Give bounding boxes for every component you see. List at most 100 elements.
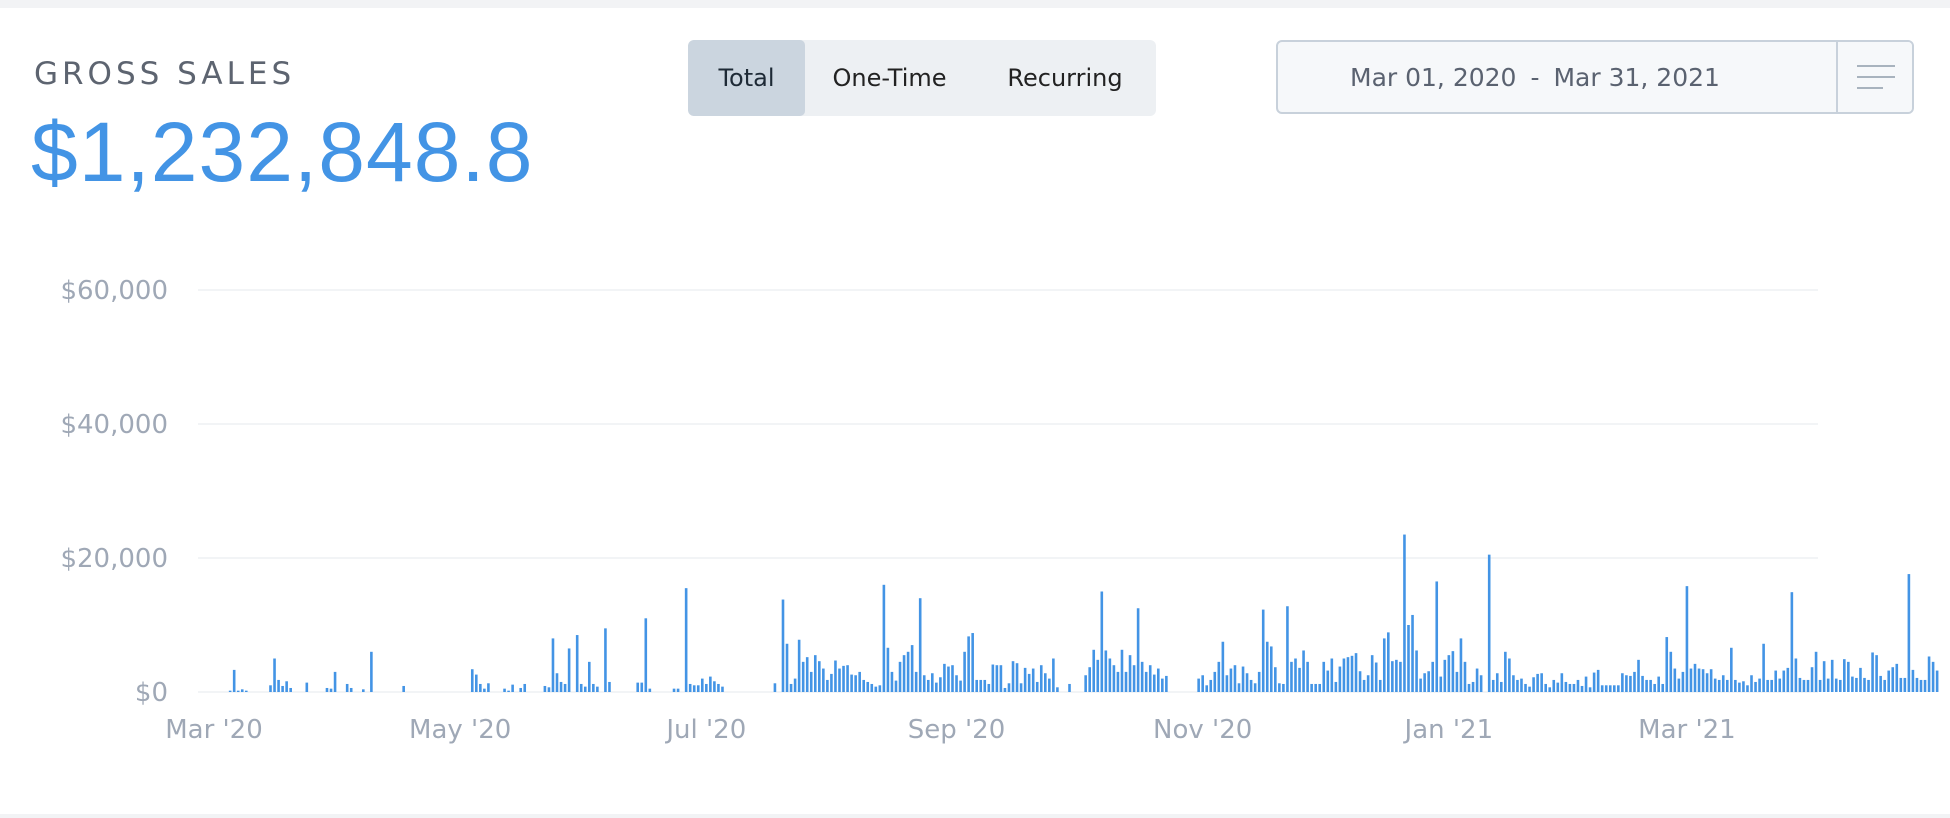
chart-bar[interactable]: [1612, 685, 1616, 692]
chart-bar[interactable]: [547, 687, 551, 692]
chart-bar[interactable]: [1548, 687, 1552, 692]
chart-bar[interactable]: [696, 685, 700, 692]
chart-bar[interactable]: [1245, 673, 1249, 692]
chart-bar[interactable]: [692, 685, 696, 692]
chart-bar[interactable]: [1935, 670, 1939, 692]
chart-bar[interactable]: [1520, 678, 1523, 692]
chart-bar[interactable]: [713, 681, 716, 692]
chart-bar[interactable]: [1156, 668, 1160, 692]
chart-bar[interactable]: [1689, 668, 1693, 692]
chart-bar[interactable]: [1693, 663, 1697, 692]
chart-bar[interactable]: [1903, 677, 1907, 692]
chart-bar[interactable]: [939, 677, 942, 692]
chart-bar[interactable]: [1855, 677, 1858, 692]
chart-bar[interactable]: [931, 673, 934, 692]
chart-bar[interactable]: [333, 671, 337, 692]
chart-bar[interactable]: [1778, 678, 1782, 692]
chart-bar[interactable]: [1883, 679, 1886, 692]
chart-bar[interactable]: [244, 690, 248, 692]
chart-bar[interactable]: [1673, 668, 1677, 692]
chart-bar[interactable]: [1919, 679, 1923, 692]
chart-bar[interactable]: [822, 668, 825, 692]
chart-bar[interactable]: [1584, 676, 1588, 692]
chart-bar[interactable]: [1701, 669, 1705, 692]
chart-bar[interactable]: [1298, 667, 1301, 692]
chart-bar[interactable]: [1346, 657, 1350, 692]
chart-bar[interactable]: [487, 683, 490, 692]
chart-bar[interactable]: [1863, 677, 1866, 692]
chart-bar[interactable]: [1019, 683, 1023, 692]
chart-bar[interactable]: [1435, 581, 1439, 692]
chart-bar[interactable]: [1516, 679, 1519, 692]
chart-bar[interactable]: [583, 686, 587, 692]
chart-bar[interactable]: [1044, 673, 1047, 692]
chart-bar[interactable]: [838, 668, 841, 692]
chart-bar[interactable]: [809, 671, 813, 692]
chart-bar[interactable]: [1766, 679, 1769, 692]
chart-bar[interactable]: [1851, 676, 1854, 692]
chart-bar[interactable]: [854, 675, 857, 692]
chart-bar[interactable]: [1358, 671, 1362, 692]
chart-bar[interactable]: [269, 685, 272, 692]
chart-bar[interactable]: [773, 683, 777, 692]
chart-bar[interactable]: [1100, 591, 1104, 693]
chart-bar[interactable]: [1366, 675, 1370, 692]
chart-bar[interactable]: [1116, 671, 1120, 692]
chart-bar[interactable]: [575, 635, 579, 692]
chart-bar[interactable]: [1790, 592, 1794, 692]
chart-bar[interactable]: [1508, 658, 1511, 693]
chart-bar[interactable]: [232, 669, 236, 692]
chart-bar[interactable]: [1011, 661, 1015, 692]
chart-bar[interactable]: [1786, 667, 1790, 692]
chart-bar[interactable]: [1286, 606, 1289, 692]
chart-bar[interactable]: [1261, 609, 1265, 692]
chart-bar[interactable]: [551, 638, 555, 692]
chart-bar[interactable]: [955, 675, 958, 692]
chart-bar[interactable]: [1056, 687, 1059, 692]
chart-bar[interactable]: [1705, 673, 1709, 692]
chart-bar[interactable]: [963, 651, 966, 692]
chart-bar[interactable]: [587, 661, 591, 692]
chart-bar[interactable]: [1734, 679, 1737, 692]
chart-bar[interactable]: [1536, 673, 1539, 692]
chart-bar[interactable]: [709, 676, 712, 692]
chart-bar[interactable]: [1826, 678, 1830, 692]
chart-bar[interactable]: [979, 679, 983, 692]
chart-bar[interactable]: [402, 685, 405, 692]
chart-bar[interactable]: [672, 688, 676, 692]
chart-bar[interactable]: [1120, 649, 1124, 692]
chart-bar[interactable]: [959, 680, 962, 692]
chart-bar[interactable]: [1128, 655, 1132, 692]
chart-bar[interactable]: [228, 690, 232, 692]
chart-bar[interactable]: [1621, 673, 1624, 692]
chart-bar[interactable]: [1463, 661, 1467, 692]
chart-bar[interactable]: [1334, 681, 1338, 692]
chart-bar[interactable]: [1326, 670, 1330, 692]
chart-bar[interactable]: [1306, 661, 1309, 692]
chart-bar[interactable]: [1649, 679, 1652, 692]
chart-bar[interactable]: [975, 679, 978, 692]
chart-bar[interactable]: [1471, 681, 1475, 692]
chart-bar[interactable]: [1378, 679, 1382, 692]
chart-bar[interactable]: [918, 598, 922, 692]
chart-bar[interactable]: [1838, 679, 1842, 692]
chart-bar[interactable]: [1794, 658, 1798, 693]
chart-bar[interactable]: [1475, 668, 1479, 692]
chart-bar[interactable]: [1395, 659, 1398, 692]
chart-bar[interactable]: [1338, 666, 1342, 692]
chart-bar[interactable]: [1754, 681, 1757, 692]
chart-bar[interactable]: [1415, 650, 1418, 692]
chart-bar[interactable]: [1596, 669, 1600, 692]
chart-bar[interactable]: [1911, 669, 1915, 692]
chart-bar[interactable]: [1253, 683, 1257, 692]
chart-bar[interactable]: [1544, 683, 1547, 692]
chart-bar[interactable]: [1039, 665, 1043, 692]
chart-bar[interactable]: [1382, 638, 1386, 692]
chart-bar[interactable]: [362, 689, 365, 692]
chart-bar[interactable]: [1818, 679, 1822, 692]
chart-bar[interactable]: [479, 683, 482, 692]
chart-bar[interactable]: [305, 682, 309, 692]
chart-bar[interactable]: [1427, 671, 1430, 692]
chart-bar[interactable]: [1447, 655, 1451, 692]
chart-bar[interactable]: [1023, 667, 1027, 692]
